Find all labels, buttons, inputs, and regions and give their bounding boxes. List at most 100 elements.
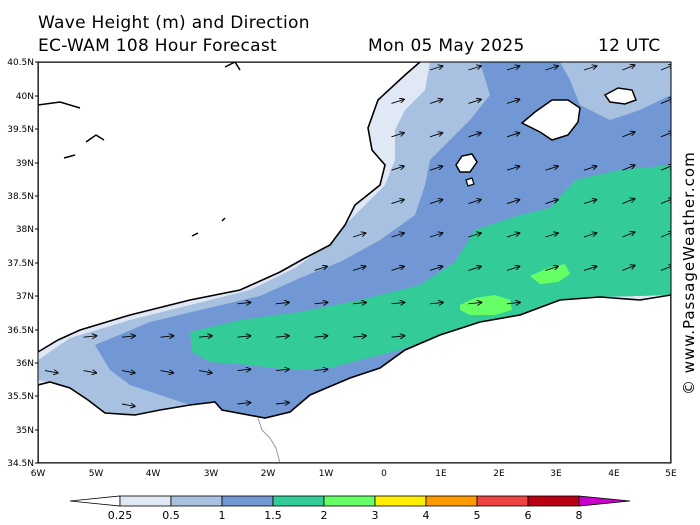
lon-label: 4E: [608, 469, 620, 479]
legend-band-1.5: [272, 495, 325, 507]
wave-arrow: [506, 266, 519, 271]
island-mallorca: [520, 99, 581, 141]
forecast-model: EC-WAM 108 Hour Forecast: [38, 36, 277, 56]
wave-arrow: [583, 166, 596, 171]
wave-arrow: [506, 200, 519, 205]
wave-arrow: [83, 336, 97, 337]
wave-arrow: [275, 369, 289, 370]
wave-arrow: [429, 200, 442, 205]
wave-direction-arrows: [44, 65, 671, 406]
wave-arrow: [237, 369, 251, 370]
wave-arrow: [352, 336, 366, 337]
wave-arrow: [468, 133, 481, 138]
lat-label: 37N: [16, 292, 34, 302]
lon-label: 5W: [89, 469, 104, 479]
wave-arrow: [275, 302, 289, 303]
legend-tick: 8: [576, 509, 583, 522]
lat-label: 40N: [16, 92, 34, 102]
wave-arrow: [506, 233, 519, 238]
latitude-labels: 40.5N 40N 39.5N 39N 38.5N 38N 37.5N 37N …: [7, 58, 34, 469]
wave-arrow: [660, 132, 671, 138]
wave-arrow: [391, 233, 404, 238]
legend-band-2: [323, 495, 376, 507]
wave-arrow: [429, 99, 442, 104]
legend-tick: 1: [219, 509, 226, 522]
island-ibiza: [455, 153, 478, 173]
wave-arrow: [583, 233, 596, 238]
wave-arrow: [391, 266, 404, 271]
lat-label: 38.5N: [7, 192, 34, 202]
lat-label: 34.5N: [7, 459, 34, 469]
wave-arrow: [237, 403, 251, 404]
wave-arrow: [237, 302, 251, 303]
lat-label: 36N: [16, 359, 34, 369]
wave-arrow: [660, 232, 671, 238]
wave-arrow: [160, 336, 174, 337]
wave-arrow: [352, 266, 365, 271]
lon-label: 0: [381, 469, 387, 479]
legend-tick: 2: [321, 509, 328, 522]
lon-label: 5E: [665, 469, 677, 479]
wave-arrow: [391, 336, 405, 337]
land-spain: [38, 62, 422, 353]
legend-left-cap: [69, 495, 121, 507]
wave-arrow: [660, 266, 671, 271]
wave-arrow: [545, 200, 558, 205]
wave-arrow: [391, 166, 404, 171]
legend-band-0.25: [119, 495, 172, 507]
lat-label: 39N: [16, 159, 34, 169]
sea-2m-patch-a: [460, 295, 512, 315]
legend-tick: 1.5: [264, 509, 282, 522]
wave-arrow: [314, 302, 328, 303]
forecast-date: Mon 05 May 2025: [368, 36, 525, 56]
lat-label: 40.5N: [7, 58, 34, 68]
wave-arrow: [83, 371, 97, 373]
wave-arrow: [198, 371, 212, 373]
wave-arrow: [429, 302, 443, 303]
lat-label: 35N: [16, 426, 34, 436]
wave-arrow: [506, 133, 519, 138]
wave-arrow: [391, 99, 404, 104]
wave-arrow: [660, 199, 671, 205]
land-africa: [38, 294, 671, 463]
lat-label: 38N: [16, 225, 34, 235]
wave-arrow: [352, 233, 365, 238]
legend-right-cap: [578, 495, 631, 507]
lon-label: 3E: [550, 469, 562, 479]
border-line: [257, 417, 281, 463]
lat-label: 35.5N: [7, 392, 34, 402]
legend-band-3: [374, 495, 427, 507]
wave-arrow: [121, 404, 135, 406]
wave-arrow: [660, 65, 671, 71]
sea-2m-patch-b: [530, 264, 570, 284]
wave-arrow: [44, 371, 58, 373]
legend-band-1: [221, 495, 274, 507]
lon-label: 4W: [146, 469, 161, 479]
map-title: Wave Height (m) and Direction: [38, 13, 310, 33]
wave-arrow: [468, 233, 481, 238]
wave-arrow: [506, 166, 519, 171]
wave-arrow: [121, 336, 135, 337]
lon-label: 3W: [204, 469, 219, 479]
wave-arrow: [545, 266, 558, 271]
wave-arrow: [314, 369, 328, 370]
wave-arrow: [391, 200, 404, 205]
wave-arrow: [545, 233, 558, 238]
wave-arrow: [583, 66, 596, 71]
wave-arrow: [660, 165, 671, 171]
legend-tick: 0.25: [108, 509, 133, 522]
wave-arrow: [429, 266, 442, 271]
lon-label: 6W: [31, 469, 46, 479]
wave-arrow: [275, 403, 289, 404]
lon-label: 1W: [319, 469, 334, 479]
legend-band-5: [476, 495, 529, 507]
legend-tick: 6: [525, 509, 532, 522]
wave-arrow: [391, 133, 404, 138]
wave-arrow: [237, 336, 251, 337]
lon-label: 2W: [261, 469, 276, 479]
island-menorca: [603, 87, 637, 105]
wave-arrow: [429, 166, 442, 171]
legend-tick: 4: [423, 509, 430, 522]
wave-arrow: [660, 99, 671, 104]
